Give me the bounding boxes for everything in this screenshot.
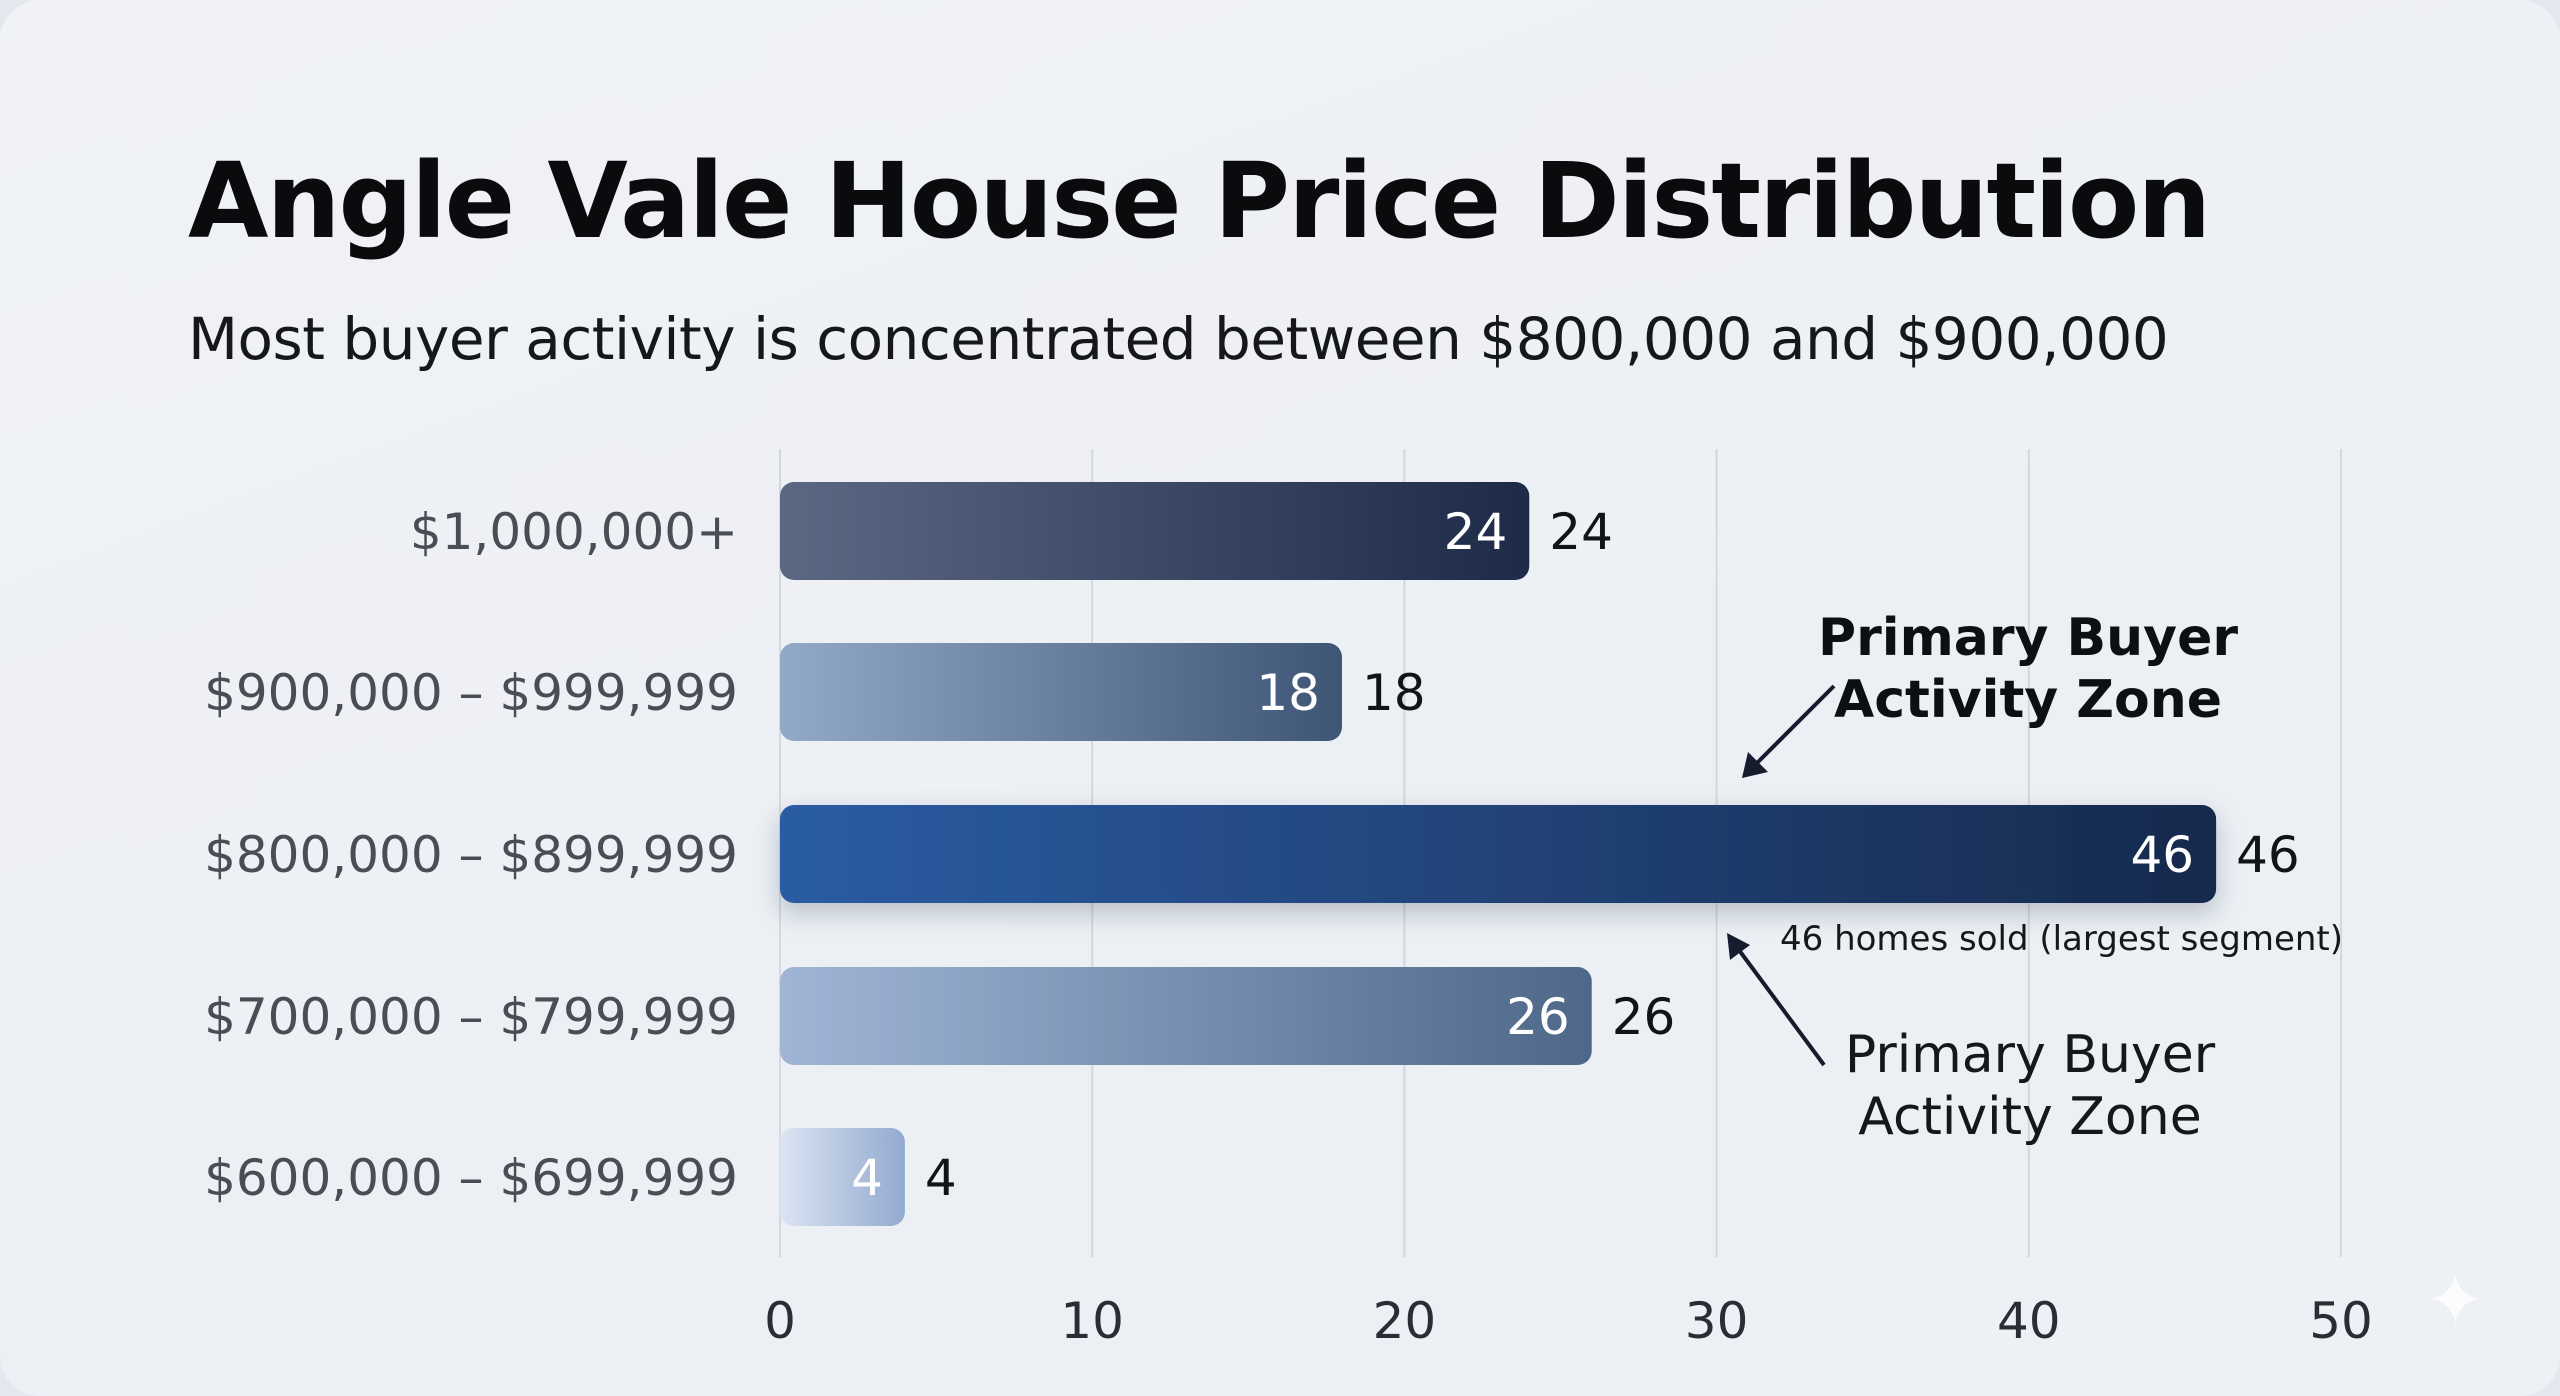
annotation-top-line2: Activity Zone xyxy=(1834,670,2222,730)
category-label: $900,000 – $999,999 xyxy=(204,664,738,722)
sparkle-icon: ✦ xyxy=(2425,1258,2486,1342)
annotation-bottom-line1: Primary Buyer xyxy=(1845,1025,2216,1085)
bar xyxy=(780,967,1592,1065)
bar-value-label: 24 xyxy=(1549,503,1613,561)
bar xyxy=(780,1128,905,1226)
bar-inner-value-label: 26 xyxy=(1506,988,1570,1046)
category-label: $600,000 – $699,999 xyxy=(204,1149,738,1207)
annotation-bottom-line2: Activity Zone xyxy=(1858,1087,2201,1147)
category-label: $1,000,000+ xyxy=(410,503,738,561)
bar-inner-value-label: 18 xyxy=(1256,664,1320,722)
annotation-note: 46 homes sold (largest segment) xyxy=(1780,919,2343,959)
chart-title: Angle Vale House Price Distribution xyxy=(188,140,2211,262)
x-tick-label: 30 xyxy=(1685,1292,1749,1350)
x-tick-label: 50 xyxy=(2309,1292,2373,1350)
annotation-bottom-arrow xyxy=(1734,944,1826,1067)
annotation-top-line1: Primary Buyer xyxy=(1818,608,2238,668)
bar xyxy=(780,482,1530,580)
bar-value-label: 26 xyxy=(1612,988,1676,1046)
x-tick-label: 40 xyxy=(1997,1292,2061,1350)
annotation-top-arrowhead xyxy=(1742,752,1768,778)
bar-value-label: 18 xyxy=(1362,664,1426,722)
annotation-top-arrow xyxy=(1750,684,1836,770)
bar-inner-value-label: 24 xyxy=(1444,503,1508,561)
chart-subtitle: Most buyer activity is concentrated betw… xyxy=(188,305,2169,373)
x-tick-label: 20 xyxy=(1373,1292,1437,1350)
bar xyxy=(780,643,1342,741)
bar-inner-value-label: 4 xyxy=(851,1149,883,1207)
bar-inner-value-label: 46 xyxy=(2130,826,2194,884)
bar-value-label: 46 xyxy=(2236,826,2300,884)
category-label: $700,000 – $799,999 xyxy=(204,988,738,1046)
bar xyxy=(780,805,2217,903)
x-tick-label: 10 xyxy=(1060,1292,1124,1350)
category-label: $800,000 – $899,999 xyxy=(204,826,738,884)
annotation-bottom-arrowhead xyxy=(1727,933,1750,960)
x-tick-label: 0 xyxy=(764,1292,796,1350)
bar-value-label: 4 xyxy=(925,1149,957,1207)
